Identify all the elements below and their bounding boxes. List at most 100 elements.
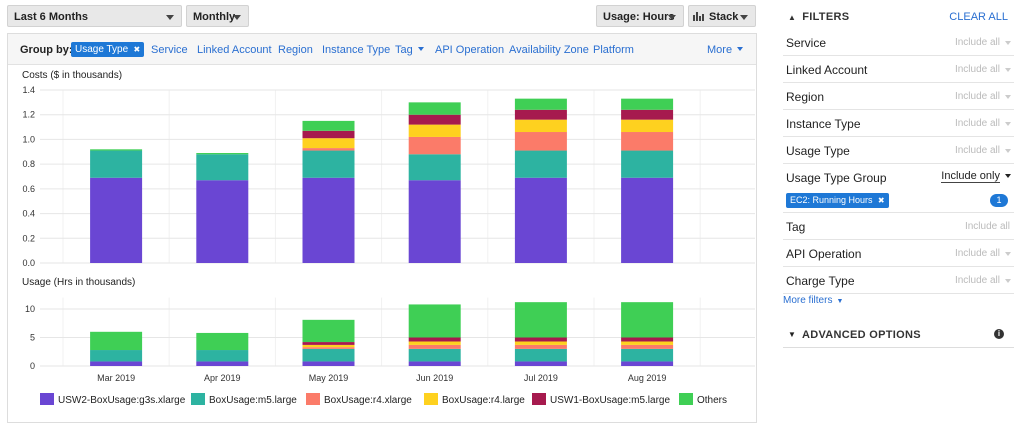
bar-segment <box>514 341 567 345</box>
y-tick-label: 0.6 <box>22 184 35 194</box>
filter-name: Usage Type <box>786 144 850 158</box>
y-tick-label: 1.2 <box>22 110 35 120</box>
chart-panel <box>7 33 757 423</box>
filter-name: Region <box>786 90 825 104</box>
group-by-option[interactable]: Region <box>278 44 313 56</box>
legend-swatch <box>679 393 693 405</box>
filter-value[interactable]: Include all <box>954 275 1012 286</box>
filter-count: 1 <box>990 194 1008 207</box>
bar-segment <box>408 344 461 349</box>
bar-segment <box>621 132 674 151</box>
bar-segment <box>621 348 674 362</box>
legend-swatch <box>424 393 438 405</box>
range-dropdown[interactable]: Last 6 Months <box>7 5 182 27</box>
advanced-title: ADVANCED OPTIONS <box>802 329 921 341</box>
bar-segment <box>621 337 674 342</box>
filter-value[interactable]: Include all <box>954 64 1012 75</box>
chart-title: Costs ($ in thousands) <box>22 70 122 81</box>
bar-segment <box>90 150 143 178</box>
bar-segment <box>408 341 461 345</box>
bar-segment <box>302 348 355 362</box>
filter-value[interactable]: Include only <box>941 170 1011 183</box>
y-tick-label: 5 <box>30 333 35 343</box>
clear-all[interactable]: CLEAR ALL <box>949 11 1008 23</box>
bar-segment <box>90 331 143 351</box>
filter-value[interactable]: Include all <box>954 37 1012 48</box>
legend-swatch <box>40 393 54 405</box>
bar-segment <box>514 132 567 151</box>
group-by-label: Group by: <box>20 44 73 56</box>
group-by-option[interactable]: Tag <box>395 44 424 56</box>
bar-segment <box>514 119 567 133</box>
filter-row[interactable]: Service Include all <box>783 29 1014 56</box>
x-tick-label: May 2019 <box>309 373 349 383</box>
charts: Costs ($ in thousands) 0.0 0.2 0.4 0.6 0.8 1.0… <box>22 70 755 406</box>
filter-row[interactable]: API Operation Include all <box>783 240 1014 267</box>
filter-row[interactable]: Usage Type Include all <box>783 137 1014 164</box>
legend-swatch <box>306 393 320 405</box>
group-by-option[interactable]: Service <box>151 44 188 56</box>
group-by-option[interactable]: Instance Type <box>322 44 391 56</box>
bar-segment <box>621 177 674 263</box>
filter-name: Linked Account <box>786 63 868 77</box>
filter-row[interactable]: Instance Type Include all <box>783 110 1014 137</box>
group-by-chip[interactable]: Usage Type <box>71 42 145 57</box>
x-tick-label: Mar 2019 <box>97 373 135 383</box>
y-tick-label: 0.8 <box>22 159 35 169</box>
group-by-option[interactable]: Availability Zone <box>509 44 589 56</box>
filter-value[interactable]: Include all <box>964 221 1010 232</box>
chart-title: Usage (Hrs in thousands) <box>22 277 135 288</box>
bar-segment <box>90 361 143 366</box>
filter-value[interactable]: Include all <box>954 118 1012 129</box>
bar-segment <box>302 120 355 131</box>
more-filters-text[interactable]: More filters <box>783 295 833 306</box>
filter-value[interactable]: Include all <box>954 248 1012 259</box>
filter-row[interactable]: Usage Type Group Include only EC2: Running… <box>783 164 1014 213</box>
more-link[interactable]: More <box>707 44 743 56</box>
bar-segment <box>302 342 355 345</box>
filter-value[interactable]: Include all <box>954 145 1012 156</box>
group-by-option[interactable]: API Operation <box>435 44 505 56</box>
y-tick-label: 1.0 <box>22 134 35 144</box>
bar-segment <box>621 341 674 345</box>
bar-segment <box>408 154 461 181</box>
bar-segment <box>196 350 249 362</box>
filter-name: Tag <box>786 220 806 234</box>
usage-dropdown[interactable]: Usage: Hours <box>596 5 684 27</box>
filter-value[interactable]: Include all <box>954 91 1012 102</box>
bar-segment <box>90 177 143 263</box>
filter-chip[interactable]: EC2: Running Hours <box>786 193 889 208</box>
more-filters[interactable]: More filters ▼ <box>783 295 844 306</box>
bar-segment <box>90 350 143 362</box>
bar-segment <box>302 177 355 263</box>
bar-segment <box>408 337 461 342</box>
bar-segment <box>514 348 567 362</box>
group-by-option[interactable]: Platform <box>593 44 634 56</box>
view-dropdown[interactable]: Stack <box>688 5 756 27</box>
filter-row[interactable]: Charge Type Include all <box>783 267 1014 294</box>
bar-segment <box>621 361 674 366</box>
legend-label: BoxUsage:r4.large <box>442 395 525 406</box>
legend-label: USW1-BoxUsage:m5.large <box>550 395 670 406</box>
advanced-row[interactable]: ▼ ADVANCED OPTIONS i <box>783 325 1014 348</box>
granularity-dropdown[interactable]: Monthly <box>186 5 249 27</box>
filters-title: ▲ FILTERS <box>788 11 850 23</box>
x-tick-label: Aug 2019 <box>628 373 667 383</box>
legend-swatch <box>191 393 205 405</box>
filter-row[interactable]: Linked Account Include all <box>783 56 1014 83</box>
filter-row[interactable]: Region Include all <box>783 83 1014 110</box>
bar-segment <box>302 138 355 149</box>
bar-segment <box>196 180 249 263</box>
filters-title-text: FILTERS <box>802 11 850 23</box>
legend-label: Others <box>697 395 727 406</box>
filter-row[interactable]: Tag Include all <box>783 213 1014 240</box>
bar-segment <box>408 348 461 362</box>
filter-name: API Operation <box>786 247 862 261</box>
bar-segment <box>514 337 567 342</box>
bar-segment <box>408 304 461 338</box>
y-tick-label: 1.4 <box>22 85 35 95</box>
bar-segment <box>196 332 249 351</box>
bar-segment <box>621 150 674 178</box>
group-by-option[interactable]: Linked Account <box>197 44 272 56</box>
y-tick-label: 0 <box>30 361 35 371</box>
